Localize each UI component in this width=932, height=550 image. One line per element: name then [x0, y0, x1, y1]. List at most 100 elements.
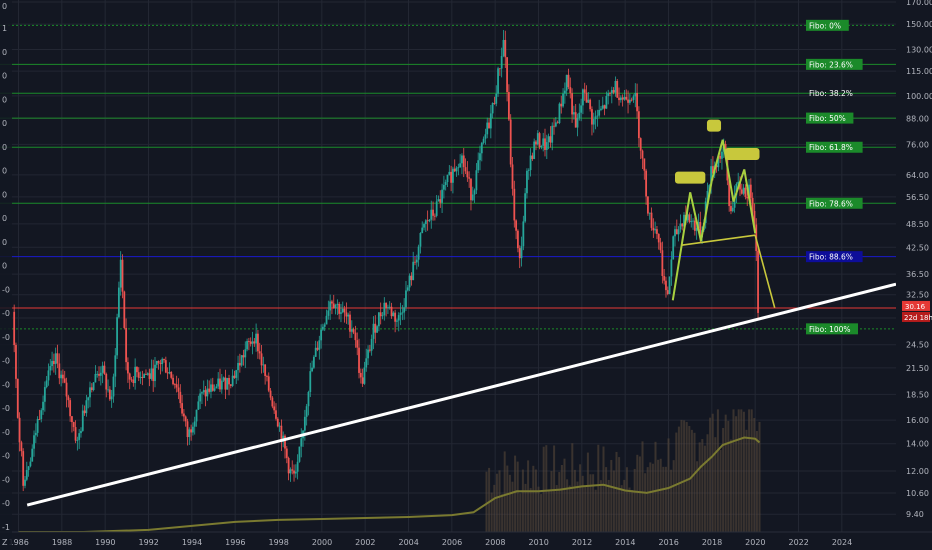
price-tick-label: 48.50: [906, 220, 929, 229]
candle-body: [500, 56, 503, 69]
candle-body: [403, 307, 406, 313]
candle-body: [107, 389, 109, 391]
candle-body: [15, 345, 17, 379]
left-scale-label: -0: [2, 285, 10, 294]
candle-body: [576, 117, 579, 128]
candle-body: [154, 364, 156, 382]
candle-body: [661, 250, 664, 276]
candle-body: [65, 382, 68, 397]
candle-body: [507, 92, 510, 120]
left-scale-label: -0: [2, 428, 10, 437]
volume-bar: [732, 409, 735, 532]
candle-body: [112, 376, 115, 397]
candle-body: [361, 377, 364, 384]
candle-body: [603, 105, 606, 109]
price-tick-label: 88.00: [906, 114, 929, 123]
volume-bar: [742, 411, 745, 532]
candle-body: [491, 103, 494, 114]
candle-body: [128, 373, 131, 380]
candle-body: [675, 229, 678, 235]
volume-bar: [586, 452, 589, 532]
candle-body: [233, 375, 236, 378]
volume-bar: [631, 489, 634, 532]
volume-bar: [501, 494, 504, 532]
volume-bar: [618, 457, 621, 532]
volume-bar: [719, 449, 722, 532]
volume-bar: [654, 441, 657, 532]
candle-body: [170, 371, 173, 378]
volume-bar: [592, 474, 595, 532]
candle-body: [303, 416, 306, 431]
candle-body: [139, 376, 142, 378]
candle-body: [98, 373, 100, 376]
fibo-label: Fibo: 23.6%: [809, 60, 853, 69]
candle-body: [634, 93, 637, 97]
volume-bar: [566, 479, 569, 532]
volume-bar: [524, 483, 527, 532]
fibo-label-bg: [806, 112, 854, 124]
chart-drawings[interactable]: [26, 119, 897, 507]
candle-body: [172, 377, 174, 385]
candle-body: [146, 373, 149, 375]
price-tick-label: 170.00: [906, 0, 932, 7]
candle-body: [549, 136, 552, 143]
volume-bar: [659, 458, 662, 532]
volume-bar: [519, 493, 522, 532]
candle-body: [471, 194, 474, 201]
candle-body: [435, 201, 438, 216]
price-tick-label: 10.60: [906, 489, 929, 498]
price-tick-label: 24.50: [906, 341, 929, 350]
candle-body: [164, 360, 167, 373]
candle-body: [433, 215, 436, 217]
time-tick-label: 2016: [659, 538, 679, 547]
volume-bar: [638, 456, 641, 532]
candle-body: [441, 189, 443, 203]
candle-body: [538, 133, 541, 148]
volume-bar: [641, 441, 644, 532]
candle-body: [186, 421, 189, 438]
price-tick-label: 14.00: [906, 440, 929, 449]
candle-body: [312, 356, 315, 368]
candle-body: [493, 103, 496, 104]
candle-body: [554, 122, 557, 127]
candle-body: [598, 109, 601, 116]
candle-body: [51, 360, 53, 367]
candle-body: [148, 373, 151, 379]
price-axis[interactable]: 170.00 150.00 130.00 115.00 100.00 88.00 76.00…: [896, 0, 932, 550]
candle-body: [686, 214, 689, 221]
candle-body: [350, 329, 353, 332]
left-scale-label: 0: [2, 167, 7, 176]
left-scale-label: -0: [2, 499, 10, 508]
candle-body: [540, 145, 543, 148]
candle-body: [674, 229, 676, 237]
candle-body: [125, 327, 128, 363]
candle-body: [29, 461, 32, 467]
left-scale-label: 0: [2, 72, 7, 81]
candle-body: [123, 291, 126, 328]
candle-body: [325, 315, 328, 325]
left-scale-label: 0: [2, 48, 7, 57]
candle-body: [587, 99, 590, 103]
volume-bar: [667, 438, 670, 532]
time-tick-label: 2002: [355, 538, 375, 547]
volume-bar: [506, 465, 509, 532]
candle-body: [247, 341, 250, 342]
candle-body: [285, 448, 288, 458]
candle-body: [289, 469, 292, 474]
time-axis[interactable]: 1986 1988 1990 1992 1994 1996 1998 2000 2002 2004…: [0, 531, 932, 550]
candle-body: [71, 416, 73, 423]
candle-body: [401, 312, 404, 314]
candle-body: [699, 221, 702, 238]
candle-body: [267, 376, 270, 391]
candle-body: [591, 109, 593, 125]
price-tick-label: 100.00: [906, 92, 932, 101]
volume-bar: [584, 485, 587, 532]
candle-body: [480, 142, 483, 154]
candle-body: [406, 287, 409, 291]
candle-body: [730, 206, 732, 212]
candle-body: [101, 365, 104, 373]
fibonacci-levels[interactable]: Fibo: 0% Fibo: 23.6% Fibo: 38.2% Fibo: 50% F…: [0, 19, 896, 335]
candle-body: [489, 113, 492, 129]
candle-body: [81, 410, 84, 431]
